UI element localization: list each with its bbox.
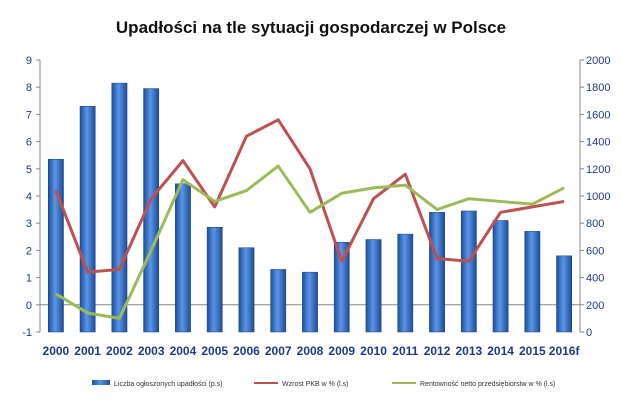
right-tick-label: 1200 (586, 164, 610, 176)
bar (460, 210, 477, 333)
x-tick-label: 2011 (392, 344, 418, 358)
left-tick-label: 2 (26, 245, 32, 257)
bar (365, 239, 382, 333)
bar (333, 241, 350, 333)
left-tick-label: 7 (26, 109, 32, 121)
right-tick-label: 600 (586, 245, 604, 257)
x-tick-label: 2013 (455, 344, 482, 358)
left-tick-label: 5 (26, 164, 32, 176)
legend-swatch (92, 380, 110, 385)
bar (206, 227, 223, 333)
right-tick-label: 800 (586, 218, 604, 230)
left-tick-label: 6 (26, 137, 32, 149)
x-tick-label: 2000 (43, 344, 70, 358)
right-tick-label: 400 (586, 273, 604, 285)
right-tick-label: 1400 (586, 137, 610, 149)
right-tick-label: 0 (586, 327, 592, 339)
right-tick-label: 1000 (586, 191, 610, 203)
right-tick-label: 1600 (586, 109, 610, 121)
x-tick-label: 2010 (360, 344, 387, 358)
left-tick-label: 3 (26, 218, 32, 230)
bar (397, 233, 414, 333)
x-tick-label: 2006 (233, 344, 260, 358)
left-tick-label: 8 (26, 82, 32, 94)
bar (492, 220, 509, 333)
left-tick-label: 9 (26, 55, 32, 67)
x-tick-label: 2002 (106, 344, 133, 358)
x-tick-label: 2012 (424, 344, 451, 358)
left-tick-label: -1 (22, 327, 32, 339)
bar (143, 88, 160, 333)
x-tick-label: 2001 (74, 344, 101, 358)
right-tick-label: 2000 (586, 55, 610, 67)
left-tick-label: 0 (26, 300, 32, 312)
x-tick-label: 2009 (328, 344, 355, 358)
bar (48, 159, 64, 333)
left-tick-label: 4 (26, 191, 32, 203)
chart-title: Upadłości na tle sytuacji gospodarczej w… (115, 18, 507, 37)
bar (79, 105, 96, 333)
bar (270, 269, 287, 333)
bar (111, 82, 128, 333)
legend-label: Wzrost PKB w % (l.s) (282, 381, 349, 388)
series-line (55, 164, 565, 320)
bar (556, 255, 572, 333)
bar (175, 183, 191, 333)
x-tick-label: 2007 (265, 344, 292, 358)
bar (302, 271, 318, 333)
right-tick-label: 1800 (586, 82, 610, 94)
x-tick-label: 2014 (487, 344, 514, 358)
x-tick-label: 2005 (201, 344, 228, 358)
x-tick-label: 2016f (549, 344, 581, 358)
legend-label: Liczba ogłoszonych upadłości (p.s) (114, 381, 223, 388)
bar (238, 247, 255, 333)
left-tick-label: 1 (26, 273, 32, 285)
x-tick-label: 2008 (297, 344, 324, 358)
x-tick-label: 2004 (170, 344, 197, 358)
series-line (54, 118, 565, 274)
legend-label: Rentowność netto przedsiębiorstw w % (l.… (420, 381, 555, 388)
bar (429, 212, 445, 333)
right-tick-label: 200 (586, 300, 604, 312)
x-tick-label: 2003 (138, 344, 165, 358)
bar (524, 231, 541, 333)
x-tick-label: 2015 (519, 344, 546, 358)
